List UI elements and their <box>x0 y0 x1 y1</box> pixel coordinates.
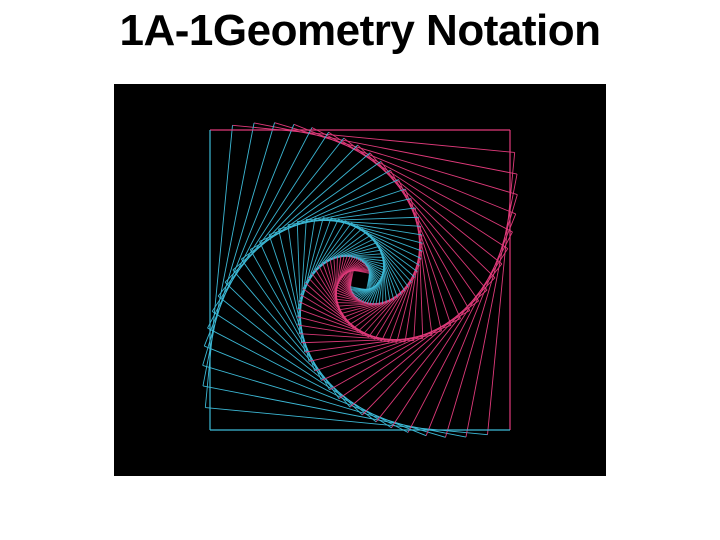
figure-container <box>0 84 720 476</box>
page-title: 1A-1Geometry Notation <box>0 0 720 56</box>
spiral-figure <box>114 84 606 476</box>
